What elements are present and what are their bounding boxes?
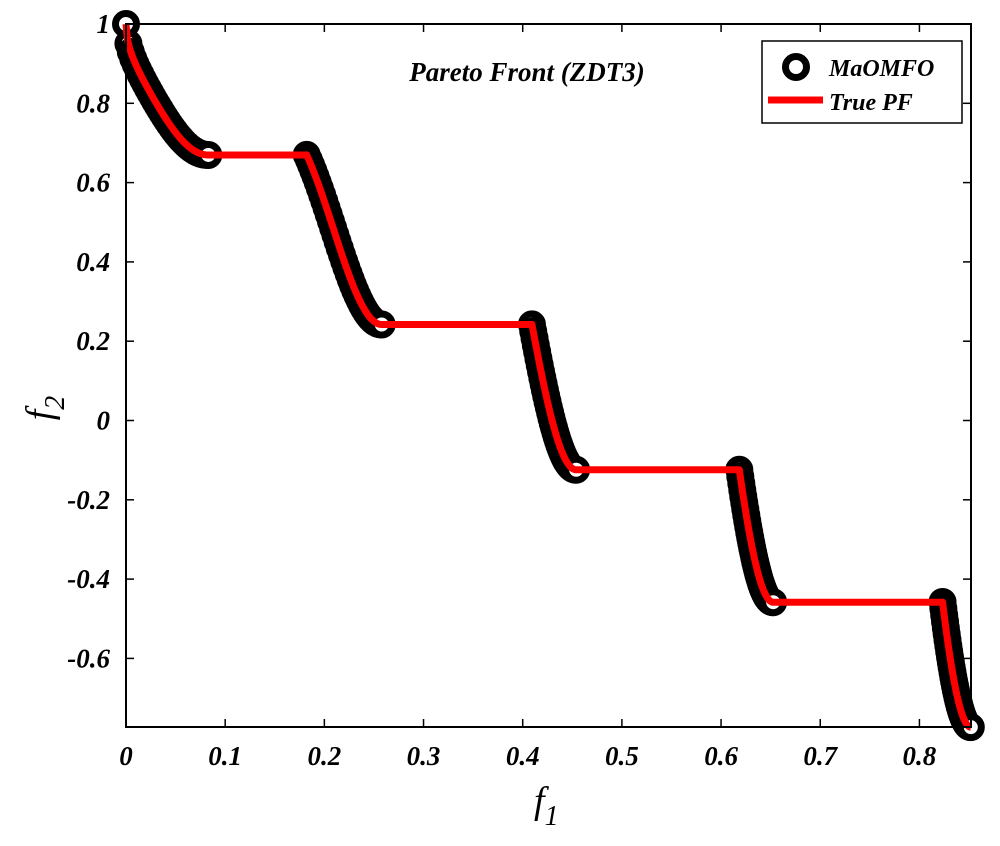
y-tick-label: 0.4 — [76, 247, 110, 277]
x-tick-label: 0.4 — [506, 741, 540, 771]
true-pf-line — [122, 23, 974, 731]
x-tick-label: 0.3 — [407, 741, 441, 771]
tick-layer: 0 0.1 0.2 0.3 0.4 0.5 0.6 0.7 0.8 1 0.8 0.6 0.4 0.2 0 -… — [67, 9, 971, 771]
y-tick-label: -0.2 — [67, 485, 110, 515]
x-tick-label: 0.7 — [803, 741, 838, 771]
y-tick-label: -0.6 — [67, 643, 110, 673]
chart-title: Pareto Front (ZDT3) — [408, 57, 645, 87]
true-pf-line-layer — [122, 23, 974, 731]
y-tick-label: 0.8 — [76, 88, 110, 118]
x-tick-label: 0.6 — [704, 741, 738, 771]
x-tick-label: 0 — [119, 741, 133, 771]
y-tick-label: 0.6 — [76, 168, 110, 198]
legend-label-true-pf: True PF — [829, 90, 913, 116]
x-axis-label: f1 — [534, 780, 559, 832]
x-tick-label: 0.5 — [605, 741, 639, 771]
legend: MaOMFO True PF — [761, 40, 963, 124]
y-tick-label: 0.2 — [76, 326, 110, 356]
y-tick-label: 0 — [97, 406, 111, 436]
y-tick-label: 1 — [97, 9, 111, 39]
x-tick-label: 0.1 — [208, 741, 242, 771]
legend-label-maomfo: MaOMFO — [828, 56, 934, 82]
y-axis-label: f2 — [19, 396, 71, 421]
x-tick-label: 0.8 — [903, 741, 937, 771]
y-tick-label: -0.4 — [67, 564, 110, 594]
legend-marker-maomfo — [782, 53, 810, 81]
x-tick-label: 0.2 — [307, 741, 341, 771]
plot-frame — [125, 23, 972, 728]
